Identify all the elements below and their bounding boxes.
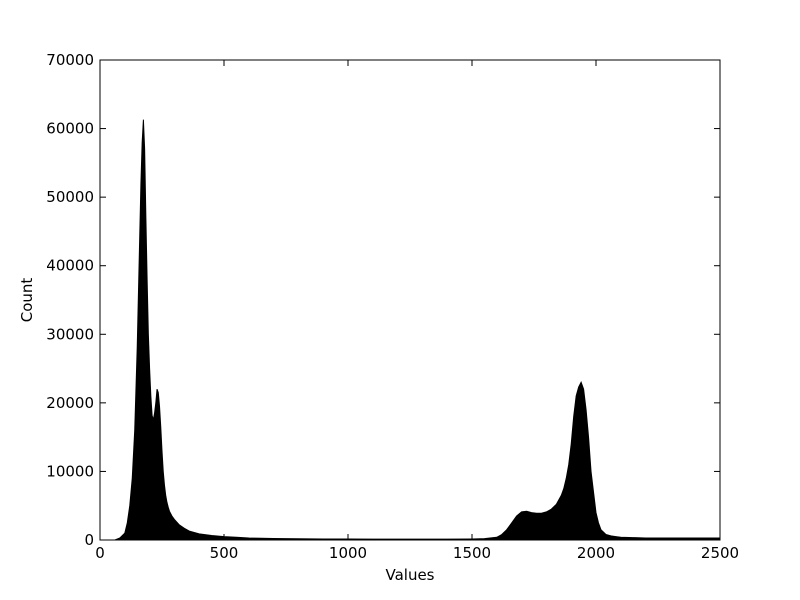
x-tick-label: 1000 [329,544,367,562]
y-axis-label: Count [18,278,36,323]
x-tick-label: 1500 [453,544,491,562]
x-tick-label: 2000 [577,544,615,562]
axis-ticks [99,59,721,541]
x-tick-labels: 0 500 1000 1500 2000 2500 [95,544,739,562]
y-tick-labels: 0 10000 20000 30000 40000 50000 60000 70000 [46,51,94,549]
y-tick-label: 50000 [46,188,94,206]
x-tick-label: 2500 [701,544,739,562]
histogram-area [100,119,721,541]
plot-area [100,119,721,541]
y-tick-label: 60000 [46,120,94,138]
y-tick-label: 30000 [46,325,94,343]
x-tick-label: 500 [210,544,239,562]
y-tick-label: 10000 [46,462,94,480]
y-tick-label: 20000 [46,394,94,412]
y-tick-label: 70000 [46,51,94,69]
x-tick-label: 0 [95,544,105,562]
plot-frame [99,59,721,541]
x-axis-label: Values [385,566,434,584]
y-tick-label: 0 [84,531,94,549]
y-tick-label: 40000 [46,257,94,275]
